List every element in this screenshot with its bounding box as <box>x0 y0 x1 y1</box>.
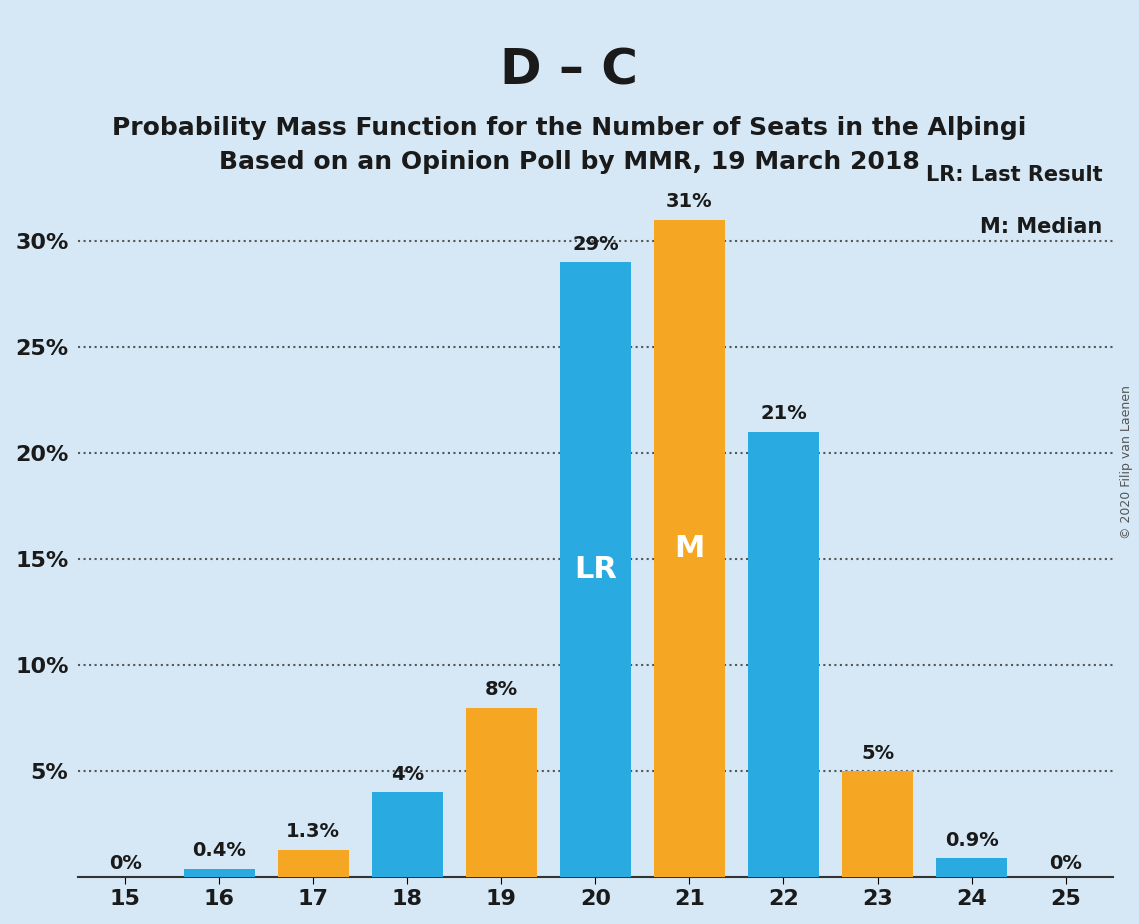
Bar <box>654 220 724 877</box>
Bar <box>560 262 631 877</box>
Text: 0.4%: 0.4% <box>192 841 246 860</box>
Bar <box>748 432 819 877</box>
Text: M: Median: M: Median <box>980 217 1103 237</box>
Bar <box>842 772 912 877</box>
Text: 4%: 4% <box>391 765 424 784</box>
Text: 29%: 29% <box>572 235 618 254</box>
Text: 0.9%: 0.9% <box>944 831 999 850</box>
Bar <box>278 850 349 877</box>
Text: D – C: D – C <box>500 46 639 94</box>
Text: 1.3%: 1.3% <box>286 822 341 841</box>
Bar <box>372 793 443 877</box>
Text: 31%: 31% <box>666 192 713 212</box>
Bar <box>466 708 536 877</box>
Text: © 2020 Filip van Laenen: © 2020 Filip van Laenen <box>1121 385 1133 539</box>
Text: 8%: 8% <box>485 680 518 699</box>
Text: 5%: 5% <box>861 744 894 762</box>
Text: 21%: 21% <box>760 405 806 423</box>
Text: LR: LR <box>574 555 617 584</box>
Text: 0%: 0% <box>1049 854 1082 873</box>
Bar <box>936 858 1007 877</box>
Bar <box>185 869 254 877</box>
Text: M: M <box>674 534 705 563</box>
Text: LR: Last Result: LR: Last Result <box>926 164 1103 185</box>
Text: 0%: 0% <box>109 854 141 873</box>
Text: Probability Mass Function for the Number of Seats in the Alþingi: Probability Mass Function for the Number… <box>113 116 1026 140</box>
Text: Based on an Opinion Poll by MMR, 19 March 2018: Based on an Opinion Poll by MMR, 19 Marc… <box>219 150 920 174</box>
